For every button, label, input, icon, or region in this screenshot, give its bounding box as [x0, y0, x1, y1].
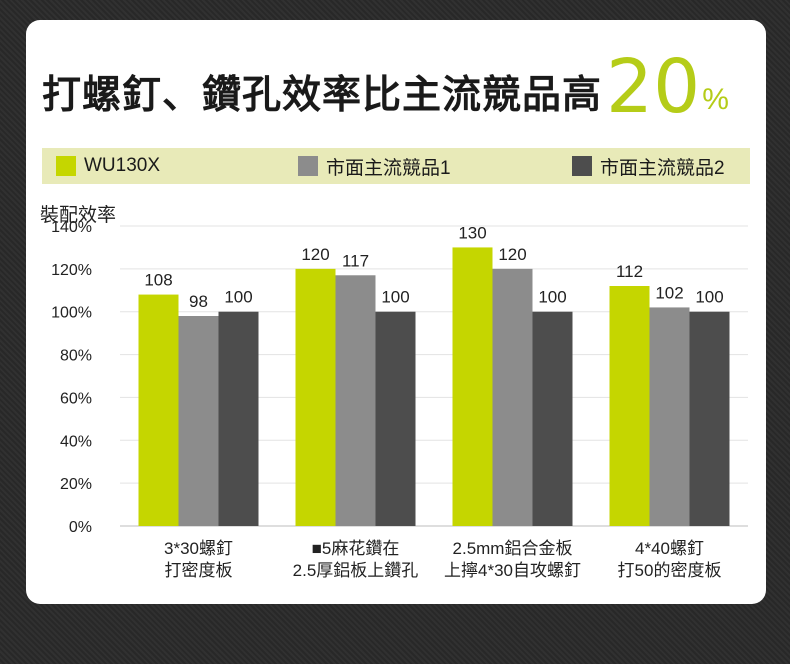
x-tick-label: 打密度板 — [165, 561, 233, 580]
y-tick-label: 40% — [60, 433, 92, 450]
legend: WU130X 市面主流競品1 市面主流競品2 — [42, 148, 750, 184]
bar — [375, 311, 416, 526]
bar — [295, 268, 336, 526]
y-tick-label: 140% — [51, 219, 92, 236]
legend-item-competitor-2: 市面主流競品2 — [572, 153, 725, 180]
legend-swatch — [56, 156, 76, 176]
bar — [218, 311, 259, 526]
bar — [492, 268, 533, 526]
data-label: 100 — [695, 288, 723, 307]
legend-label: 市面主流競品2 — [600, 157, 725, 179]
legend-item-competitor-1: 市面主流競品1 — [298, 153, 451, 180]
bar — [609, 286, 650, 526]
legend-item-wu130x: WU130X — [56, 155, 160, 177]
x-tick-label: ■5麻花鑽在 — [312, 539, 400, 558]
data-label: 108 — [144, 271, 172, 290]
y-tick-label: 120% — [51, 262, 92, 279]
legend-swatch — [572, 156, 592, 176]
data-label: 130 — [458, 223, 486, 242]
x-tick-label: 3*30螺釘 — [164, 539, 233, 558]
data-label: 100 — [381, 288, 409, 307]
headline-text: 打螺釘、鑽孔效率比主流競品高 — [42, 74, 603, 117]
y-tick-label: 80% — [60, 348, 92, 365]
chart-card: 打螺釘、鑽孔效率比主流競品高 20 % WU130X 市面主流競品1 市面主流競… — [26, 20, 766, 604]
legend-label: WU130X — [84, 155, 161, 176]
data-label: 98 — [189, 292, 208, 311]
y-tick-label: 20% — [60, 476, 92, 493]
data-label: 112 — [616, 262, 643, 281]
data-label: 100 — [224, 288, 252, 307]
bar — [532, 311, 573, 526]
y-tick-label: 0% — [69, 519, 92, 536]
y-tick-label: 60% — [60, 390, 92, 407]
x-tick-label: 打50的密度板 — [618, 561, 722, 580]
legend-label: 市面主流競品1 — [326, 157, 451, 179]
data-label: 100 — [538, 288, 566, 307]
bar — [452, 247, 493, 526]
bar — [689, 311, 730, 526]
bar — [138, 294, 179, 526]
x-tick-label: 2.5厚鋁板上鑽孔 — [293, 561, 419, 580]
legend-swatch — [298, 156, 318, 176]
y-axis-label: 裝配效率 — [40, 205, 117, 226]
x-tick-label: 4*40螺釘 — [635, 539, 704, 558]
bar — [178, 316, 219, 526]
bar — [649, 307, 690, 526]
y-tick-label: 100% — [51, 305, 92, 322]
x-tick-label: 2.5mm鋁合金板 — [453, 539, 573, 558]
data-label: 117 — [342, 251, 369, 270]
data-label: 120 — [498, 245, 526, 264]
headline: 打螺釘、鑽孔效率比主流競品高 20 % — [42, 50, 729, 124]
headline-percent-number: 20 — [606, 44, 701, 130]
x-tick-label: 上擰4*30自攻螺釘 — [444, 561, 581, 580]
bar-chart: 0% 20% 40% 60% 80% 100% 120% 140% 108 98 100 3*30螺釘… — [51, 219, 748, 580]
data-label: 120 — [301, 245, 329, 264]
headline-percent-sign: % — [702, 83, 729, 116]
bar — [335, 275, 376, 526]
data-label: 102 — [655, 283, 683, 302]
